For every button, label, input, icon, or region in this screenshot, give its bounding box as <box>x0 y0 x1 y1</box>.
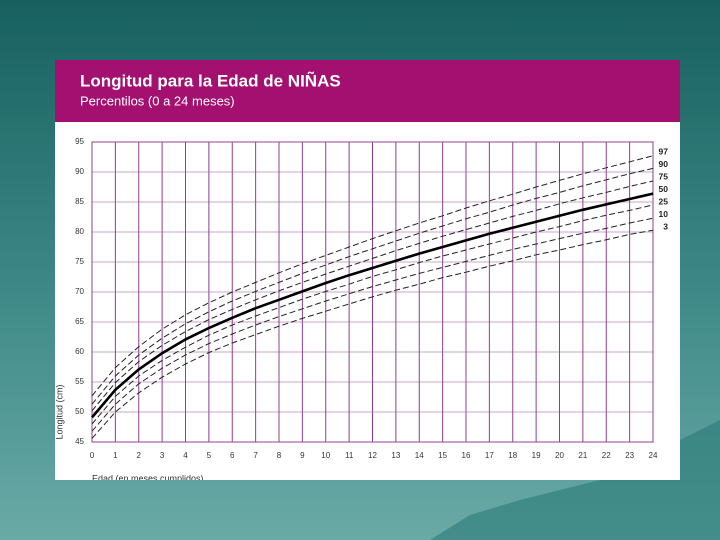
x-tick-label: 15 <box>438 451 447 460</box>
x-tick-label: 12 <box>368 451 377 460</box>
x-tick-label: 9 <box>300 451 305 460</box>
y-axis-label: Longitud (cm) <box>54 384 64 439</box>
x-tick-label: 3 <box>160 451 165 460</box>
y-tick-label: 60 <box>75 347 84 356</box>
y-tick-label: 55 <box>75 377 84 386</box>
x-tick-label: 16 <box>462 451 471 460</box>
x-tick-label: 1 <box>113 451 118 460</box>
percentile-line <box>91 229 654 439</box>
y-tick-label: 95 <box>75 137 84 146</box>
x-tick-label: 8 <box>277 451 282 460</box>
x-tick-label: 13 <box>391 451 400 460</box>
x-tick-label: 14 <box>415 451 424 460</box>
y-tick-label: 70 <box>75 287 84 296</box>
mountain-decoration <box>430 420 720 540</box>
y-tick-label: 90 <box>75 167 84 176</box>
y-tick-label: 75 <box>75 257 84 266</box>
x-tick-label: 11 <box>345 451 354 460</box>
x-tick-label: 6 <box>230 451 235 460</box>
percentile-line <box>91 167 654 405</box>
chart-subtitle: Percentilos (0 a 24 meses) <box>80 93 235 108</box>
legend-label: 50 <box>659 184 669 194</box>
legend-label: 97 <box>659 146 669 156</box>
y-tick-label: 50 <box>75 407 84 416</box>
x-tick-label: 4 <box>183 451 188 460</box>
x-tick-label: 7 <box>253 451 258 460</box>
y-tick-label: 45 <box>75 437 84 446</box>
x-tick-label: 17 <box>485 451 494 460</box>
percentile-line <box>91 155 654 397</box>
legend-label: 75 <box>659 171 669 181</box>
y-tick-label: 85 <box>75 197 84 206</box>
y-tick-label: 80 <box>75 227 84 236</box>
chart-title: Longitud para la Edad de NIÑAS <box>80 70 341 90</box>
legend-label: 3 <box>663 221 668 231</box>
header <box>55 60 680 122</box>
percentile-line <box>91 204 654 425</box>
legend-label: 10 <box>659 209 669 219</box>
x-tick-label: 20 <box>555 451 564 460</box>
x-tick-label: 19 <box>532 451 541 460</box>
plot-frame <box>91 141 654 443</box>
legend-label: 25 <box>659 196 669 206</box>
x-tick-label: 24 <box>649 451 658 460</box>
percentile-line <box>91 192 654 419</box>
x-axis-label: Edad (en meses cumplidos) <box>92 473 204 483</box>
panel: Longitud para la Edad de NIÑAS Percentil… <box>54 60 680 483</box>
percentile-line <box>91 217 654 432</box>
x-tick-label: 22 <box>602 451 611 460</box>
x-tick-label: 23 <box>625 451 634 460</box>
x-tick-label: 0 <box>90 451 95 460</box>
legend-label: 90 <box>659 159 669 169</box>
x-tick-label: 2 <box>137 451 142 460</box>
x-tick-label: 18 <box>508 451 517 460</box>
y-tick-label: 65 <box>75 317 84 326</box>
x-tick-label: 5 <box>207 451 212 460</box>
x-tick-label: 10 <box>321 451 330 460</box>
percentile-line <box>91 180 654 412</box>
x-tick-label: 21 <box>578 451 587 460</box>
